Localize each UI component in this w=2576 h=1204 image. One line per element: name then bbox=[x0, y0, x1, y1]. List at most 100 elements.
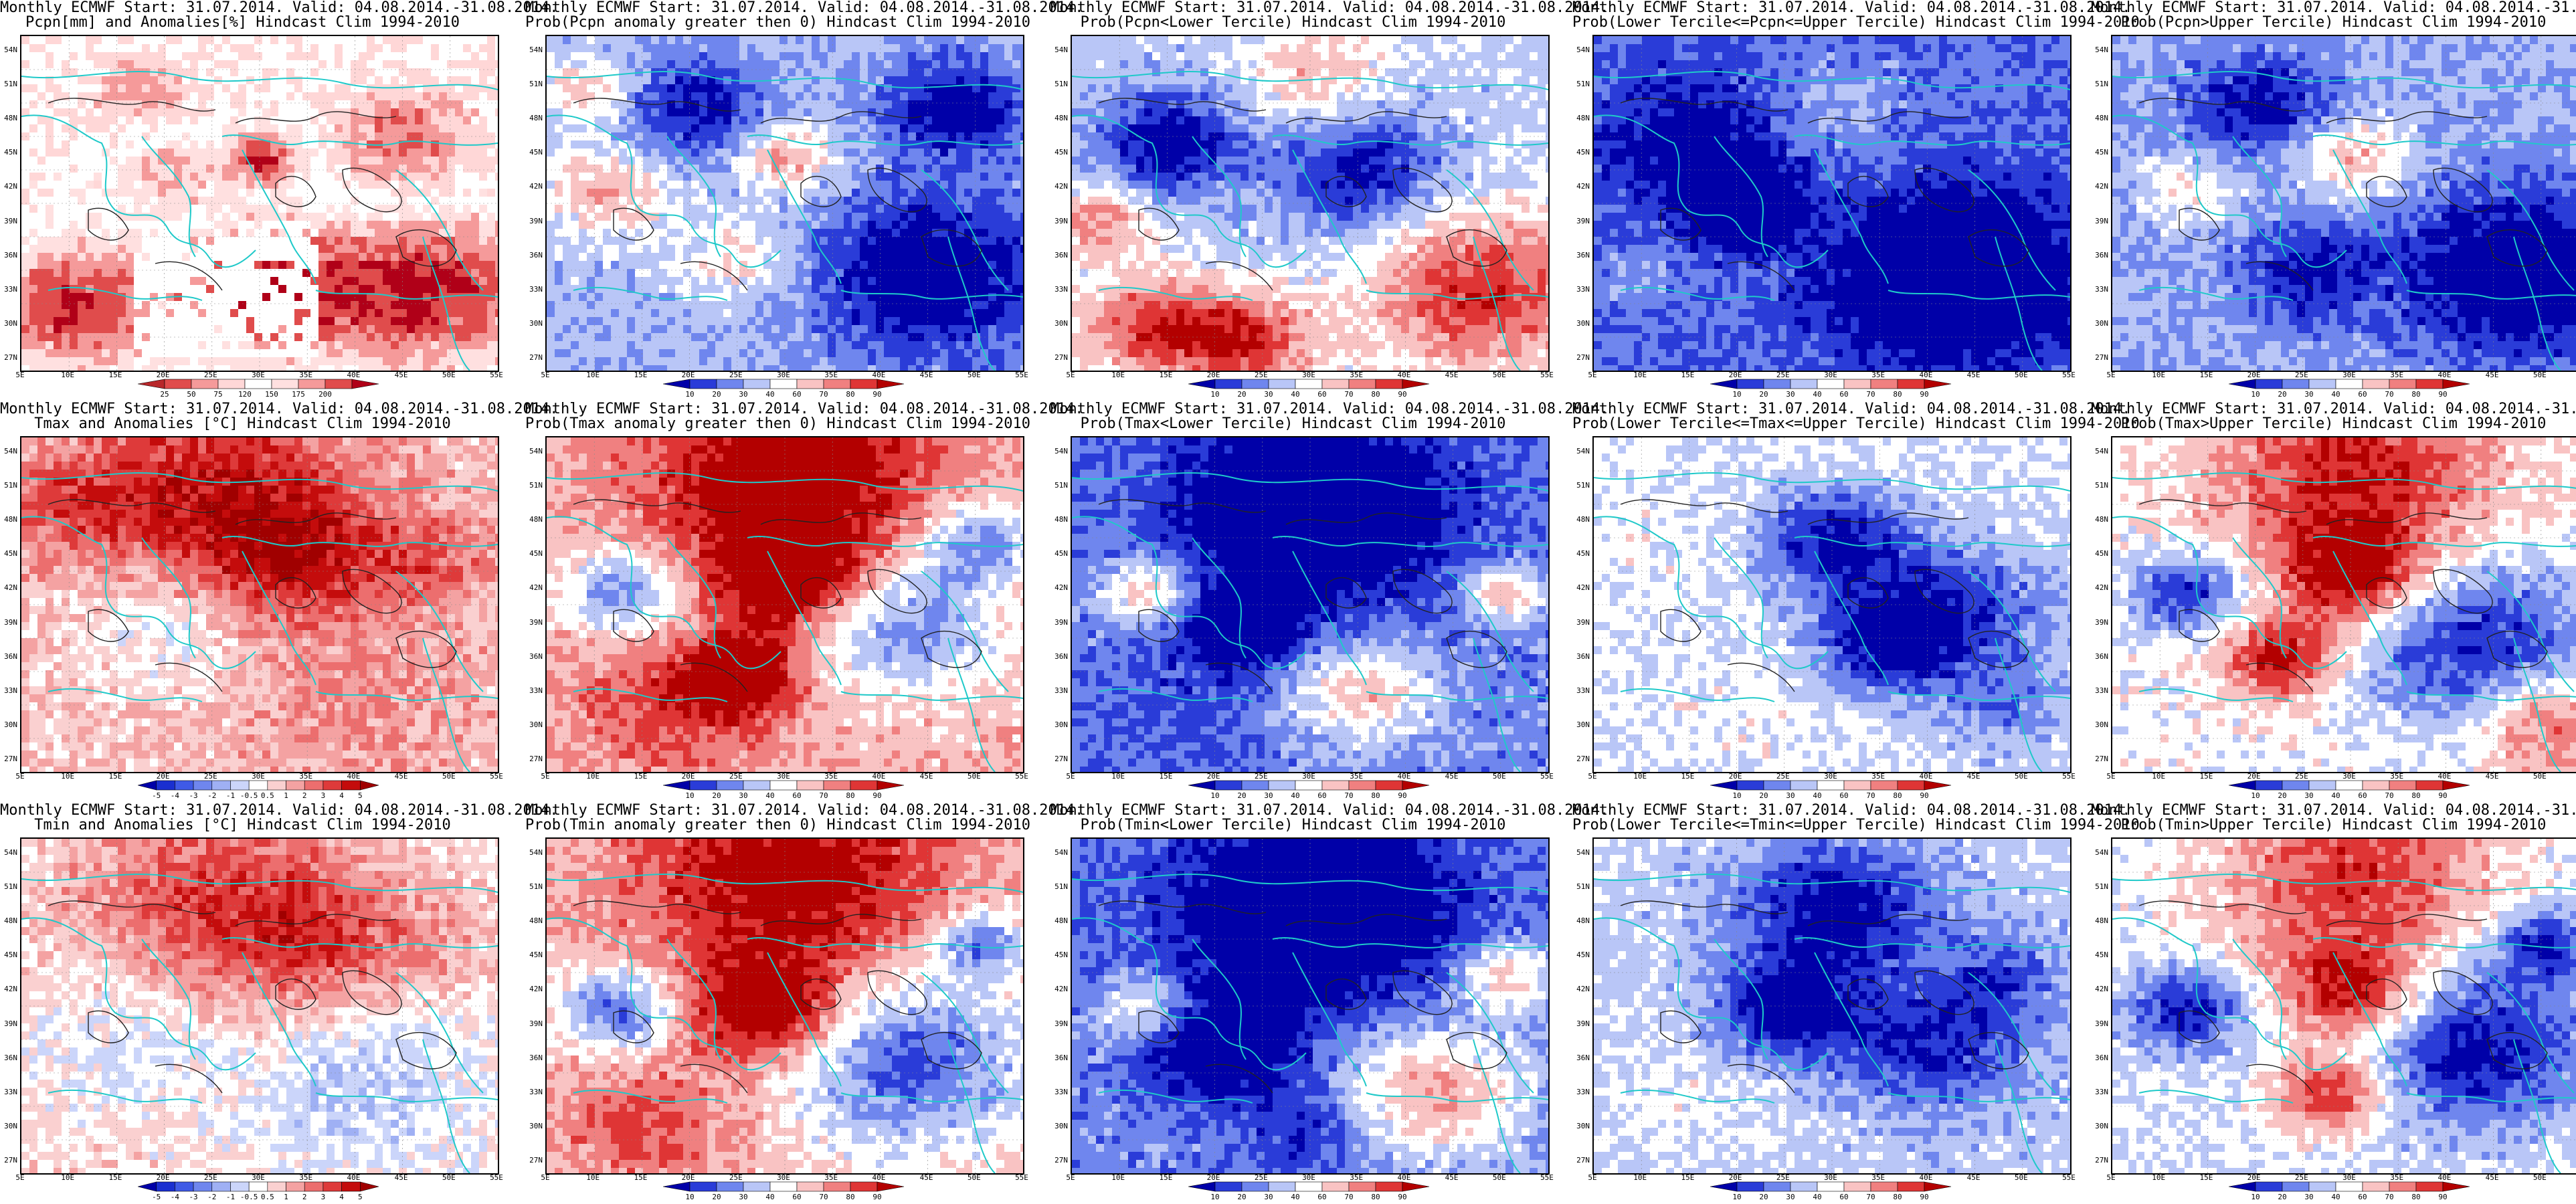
colorbar-swatch bbox=[2335, 1181, 2363, 1192]
colorbar-label: 60 bbox=[2358, 1193, 2367, 1201]
latitude-label: 45N bbox=[0, 549, 17, 558]
contour-line bbox=[1914, 167, 1974, 213]
colorbar-swatch bbox=[323, 1181, 342, 1192]
colorbar-swatch bbox=[1268, 1181, 1296, 1192]
longitude-label: 50E bbox=[2533, 772, 2547, 781]
latitude-label: 51N bbox=[0, 882, 17, 891]
colorbar-label: 40 bbox=[765, 1193, 774, 1201]
panel-subtitle: Prob(Pcpn>Upper Tercile) Hindcast Clim 1… bbox=[2091, 15, 2576, 31]
coastline bbox=[1098, 688, 1253, 702]
colorbar-swatch bbox=[156, 1181, 175, 1192]
latitude-label: 39N bbox=[2079, 217, 2108, 225]
colorbar-label: 3 bbox=[321, 1193, 326, 1201]
colorbar-swatch bbox=[351, 379, 379, 389]
contour-line bbox=[1205, 261, 1273, 291]
latitude-label: 45N bbox=[513, 950, 543, 959]
colorbar-swatch bbox=[1870, 379, 1898, 389]
contour-line bbox=[2326, 111, 2488, 124]
colorbar-swatch bbox=[1843, 1181, 1871, 1192]
longitude-label: 30E bbox=[1302, 772, 1315, 781]
longitude-label: 15E bbox=[1681, 772, 1694, 781]
latitude-label: 45N bbox=[1038, 148, 1068, 157]
colorbar bbox=[1710, 379, 1952, 389]
colorbar-swatch bbox=[1348, 1181, 1376, 1192]
colorbar-label: 10 bbox=[2251, 791, 2260, 800]
colorbar-label: 20 bbox=[1237, 791, 1246, 800]
coastline bbox=[2112, 917, 2347, 1071]
colorbar-label: 10 bbox=[2251, 390, 2260, 399]
coastline bbox=[221, 535, 498, 547]
coastline bbox=[1794, 936, 2070, 948]
contour-line bbox=[680, 1064, 748, 1094]
coastline bbox=[48, 688, 203, 702]
colorbar-swatch bbox=[304, 1181, 324, 1192]
colorbar-swatch bbox=[325, 379, 353, 389]
colorbar-label: 90 bbox=[1920, 791, 1928, 800]
longitude-label: 35E bbox=[1871, 371, 1885, 379]
colorbar-label: 0.5 bbox=[261, 1193, 274, 1201]
longitude-label: 35E bbox=[824, 371, 838, 379]
colorbar-swatch bbox=[2282, 780, 2310, 791]
longitude-label: 35E bbox=[1350, 772, 1363, 781]
longitude-label: 15E bbox=[108, 772, 122, 781]
colorbar-label: 10 bbox=[1732, 791, 1741, 800]
map-area bbox=[1592, 837, 2072, 1175]
colorbar-label: 30 bbox=[1786, 1193, 1795, 1201]
contour-line bbox=[1098, 98, 1267, 112]
coastline bbox=[1366, 290, 1548, 300]
longitude-label: 50E bbox=[2015, 772, 2028, 781]
longitude-label: 30E bbox=[1824, 1173, 1837, 1182]
colorbar-swatch bbox=[298, 379, 326, 389]
panel-title: Monthly ECMWF Start: 31.07.2014. Valid: … bbox=[2091, 401, 2576, 417]
longitude-label: 20E bbox=[2247, 772, 2261, 781]
colorbar-swatch bbox=[2308, 379, 2336, 389]
panel-subtitle: Prob(Pcpn anomaly greater then 0) Hindca… bbox=[525, 15, 1030, 31]
colorbar-label: 150 bbox=[265, 390, 278, 399]
colorbar-swatch bbox=[850, 379, 878, 389]
colorbar-label: 70 bbox=[819, 390, 828, 399]
contour-line bbox=[2245, 261, 2314, 291]
contour-line bbox=[921, 229, 982, 267]
contour-line bbox=[800, 176, 842, 207]
colorbar-label: 80 bbox=[2411, 791, 2420, 800]
coastline bbox=[1594, 114, 1829, 268]
latitude-label: 36N bbox=[2079, 251, 2108, 260]
colorbar-label: 4 bbox=[339, 791, 344, 800]
coastline bbox=[48, 286, 203, 301]
latitude-label: 33N bbox=[513, 686, 543, 695]
colorbar-label: -4 bbox=[171, 1193, 179, 1201]
colorbar-label: -0.5 bbox=[240, 791, 258, 800]
coastline bbox=[1594, 516, 1829, 670]
map-field-svg bbox=[21, 36, 498, 371]
contour-line bbox=[680, 261, 748, 291]
coastline bbox=[1714, 537, 1768, 659]
longitude-label: 30E bbox=[777, 1173, 790, 1182]
latitude-label: 27N bbox=[1560, 755, 1590, 763]
colorbar-label: 20 bbox=[1759, 791, 1768, 800]
coastline bbox=[1995, 637, 2043, 772]
contour-line bbox=[867, 569, 927, 614]
longitude-label: 55E bbox=[1540, 772, 1554, 781]
coastline bbox=[1446, 571, 1534, 692]
colorbar-swatch bbox=[823, 379, 851, 389]
contour-line bbox=[1660, 207, 1701, 241]
colorbar-swatch bbox=[1924, 780, 1952, 791]
contour-line bbox=[613, 609, 654, 642]
longitude-label: 40E bbox=[347, 1173, 360, 1182]
contour-line bbox=[2366, 176, 2407, 207]
colorbar-swatch bbox=[1924, 1181, 1952, 1192]
coastline bbox=[573, 286, 728, 301]
latitude-label: 27N bbox=[2079, 755, 2108, 763]
contour-line bbox=[1325, 577, 1367, 609]
coastline bbox=[1968, 169, 2056, 291]
longitude-label: 45E bbox=[920, 1173, 933, 1182]
longitude-label: 10E bbox=[586, 772, 600, 781]
longitude-label: 25E bbox=[2295, 772, 2308, 781]
colorbar bbox=[1188, 1181, 1430, 1192]
colorbar-label: 80 bbox=[1371, 1193, 1380, 1201]
longitude-label: 20E bbox=[682, 371, 695, 379]
latitude-label: 27N bbox=[1038, 755, 1068, 763]
colorbar-swatch bbox=[1790, 379, 1818, 389]
longitude-label: 10E bbox=[2152, 371, 2165, 379]
colorbar-swatch bbox=[2255, 1181, 2283, 1192]
